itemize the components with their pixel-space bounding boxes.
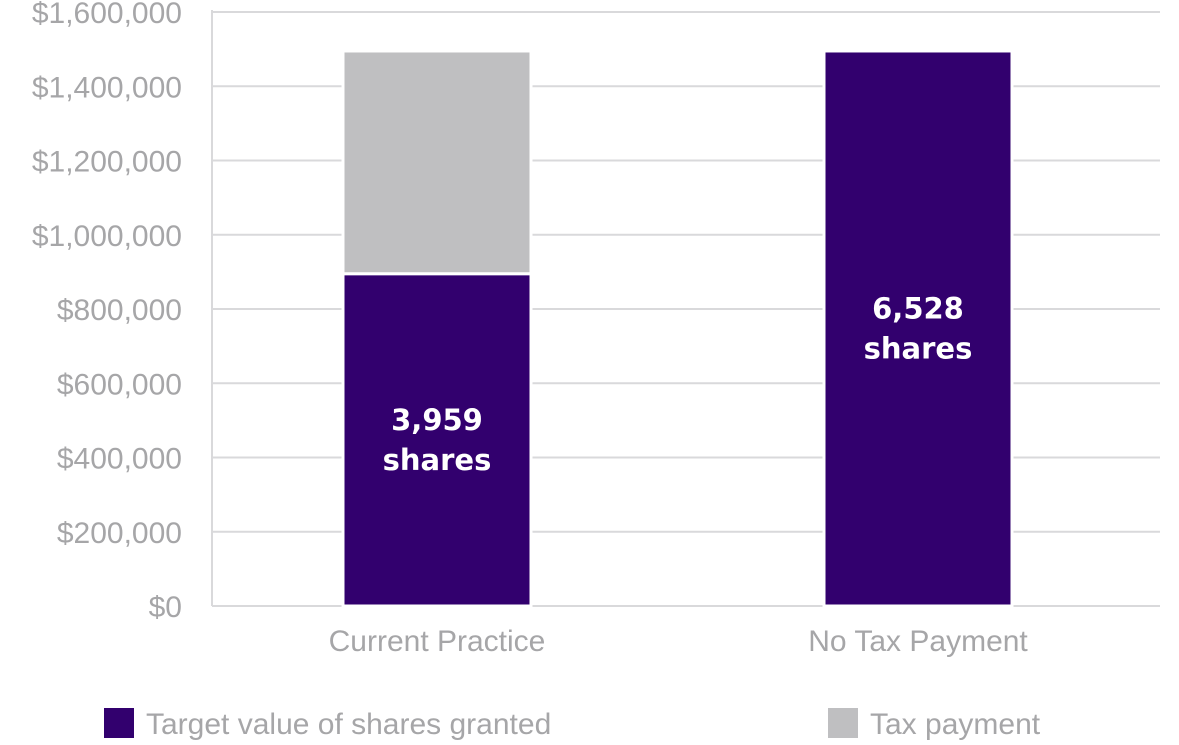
legend-label: Target value of shares granted <box>146 708 551 741</box>
y-tick-label: $200,000 <box>57 517 182 550</box>
y-tick-label: $600,000 <box>57 368 182 401</box>
y-tick-label: $1,600,000 <box>32 0 182 30</box>
x-tick-label: No Tax Payment <box>808 625 1028 658</box>
bar-data-label: 3,959 <box>391 403 483 437</box>
bar-data-label: 6,528 <box>872 291 964 325</box>
y-tick-label: $400,000 <box>57 443 182 476</box>
bar-segment <box>822 49 1014 608</box>
bar-data-label: shares <box>864 331 973 365</box>
legend: Target value of shares granted Tax paymen… <box>104 708 1041 741</box>
y-tick-label: $1,400,000 <box>32 71 182 104</box>
bar-segment <box>341 49 533 276</box>
bar-segment <box>341 272 533 608</box>
legend-swatch <box>104 708 134 738</box>
y-tick-label: $0 <box>149 591 182 624</box>
bar-data-label: shares <box>383 443 492 477</box>
bars <box>341 49 1014 608</box>
bar-labels: 3,959 shares 6,528 shares <box>383 291 973 476</box>
y-tick-label: $1,200,000 <box>32 146 182 179</box>
y-axis: $0 $200,000 $400,000 $600,000 $800,000 $1,000… <box>32 0 213 624</box>
y-tick-label: $800,000 <box>57 294 182 327</box>
x-axis: Current Practice No Tax Payment <box>329 625 1029 658</box>
legend-swatch <box>828 708 858 738</box>
legend-label: Tax payment <box>870 708 1041 741</box>
y-tick-label: $1,000,000 <box>32 220 182 253</box>
x-tick-label: Current Practice <box>329 625 546 658</box>
